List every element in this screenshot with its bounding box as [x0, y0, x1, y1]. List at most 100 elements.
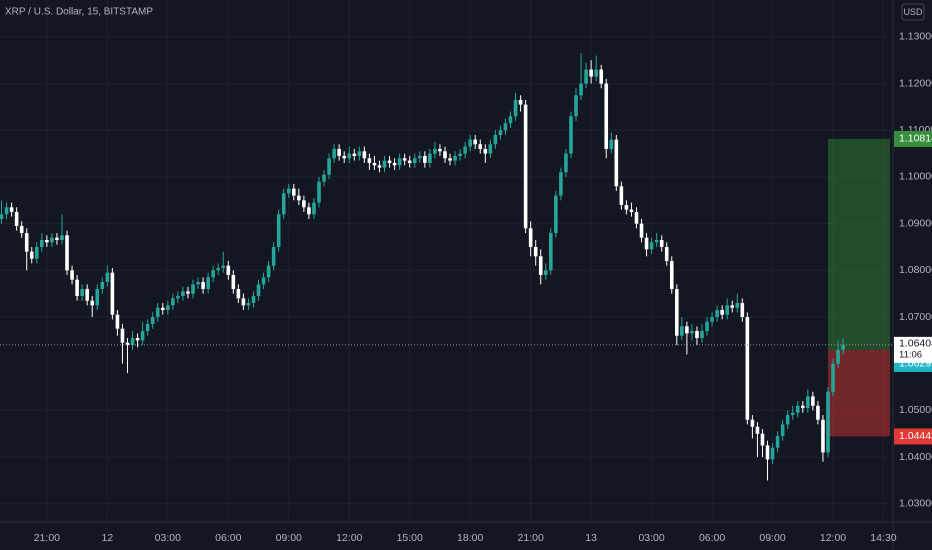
- candle-body: [599, 69, 604, 84]
- candle-body: [624, 204, 629, 210]
- candle-body: [367, 158, 372, 163]
- candle-body: [448, 158, 452, 161]
- candle-body: [397, 158, 402, 166]
- candle-body: [60, 235, 64, 240]
- candle-body: [191, 284, 195, 294]
- candle-body: [4, 207, 9, 215]
- candle-body: [297, 195, 301, 201]
- candle-body: [423, 155, 427, 163]
- candle-body: [745, 317, 750, 420]
- candle-body: [34, 246, 39, 259]
- candle-body: [549, 232, 553, 271]
- candle-body: [261, 277, 266, 285]
- candle-body: [342, 155, 346, 159]
- candle-body: [402, 158, 407, 161]
- candle-body: [105, 272, 110, 283]
- candle-body: [720, 310, 724, 315]
- candle-body: [755, 426, 760, 434]
- candle-body: [574, 95, 578, 117]
- candle-body: [765, 445, 770, 460]
- candle-body: [634, 211, 639, 224]
- candle-body: [438, 148, 442, 152]
- candle-body: [523, 104, 528, 229]
- candle-body: [171, 298, 175, 306]
- candle-body: [710, 317, 714, 322]
- candle-body: [559, 172, 563, 196]
- candle-body: [690, 331, 694, 334]
- candle-body: [826, 391, 830, 453]
- candle-body: [382, 160, 387, 168]
- candle-body: [669, 261, 674, 290]
- candle-body: [241, 298, 246, 306]
- candle-body: [775, 436, 780, 448]
- candle-body: [211, 270, 215, 278]
- target-tag: [894, 130, 932, 147]
- candle-body: [428, 153, 432, 163]
- candle-body: [463, 146, 467, 154]
- candle-body: [276, 214, 281, 247]
- candle-body: [493, 134, 498, 145]
- candle-body: [841, 345, 845, 350]
- candle-body: [790, 412, 795, 416]
- candle-body: [800, 405, 805, 409]
- y-tick-label: 1.08000: [899, 264, 932, 276]
- candle-body: [226, 265, 231, 276]
- candle-body: [115, 314, 120, 329]
- currency-box[interactable]: [901, 3, 925, 21]
- candle-body: [629, 209, 634, 212]
- candle-body: [327, 158, 331, 175]
- candle-body: [181, 291, 185, 297]
- x-tick-label: 18:00: [457, 532, 483, 544]
- candle-body: [518, 99, 523, 105]
- candle-body: [155, 307, 160, 318]
- candle-body: [125, 342, 130, 346]
- candle-body: [372, 162, 377, 166]
- candle-body: [675, 289, 679, 336]
- y-tick-label: 1.04000: [899, 451, 932, 463]
- candle-body: [100, 282, 105, 290]
- candle-body: [740, 303, 745, 318]
- candle-body: [730, 305, 735, 308]
- candle-body: [246, 303, 251, 306]
- candle-body: [40, 239, 44, 247]
- candle-body: [453, 155, 457, 161]
- candle-body: [795, 405, 800, 413]
- candle-body: [150, 317, 155, 325]
- candle-body: [201, 282, 205, 290]
- candle-body: [70, 270, 74, 280]
- candle-body: [806, 396, 810, 409]
- candle-body: [65, 235, 69, 271]
- candle-body: [0, 214, 4, 219]
- candle-body: [29, 251, 34, 259]
- candle-body: [221, 265, 226, 269]
- candle-body: [644, 237, 649, 250]
- candle-body: [503, 123, 508, 131]
- candle-body: [725, 305, 730, 315]
- candle-body: [206, 277, 210, 290]
- candle-body: [569, 116, 573, 154]
- candle-body: [317, 181, 321, 203]
- candle-body: [533, 246, 538, 257]
- candle-body: [554, 195, 558, 233]
- x-tick-label: 06:00: [215, 532, 241, 544]
- candle-body: [120, 328, 125, 343]
- candle-body: [377, 165, 382, 168]
- y-tick-label: 1.12000: [899, 77, 932, 89]
- profit-zone: [827, 138, 890, 350]
- stop-label: 1.04443: [899, 430, 932, 442]
- candle-body: [513, 99, 518, 117]
- candle-body: [412, 158, 417, 163]
- candle-body: [680, 326, 684, 336]
- candle-body: [332, 148, 336, 159]
- candle-body: [176, 296, 180, 299]
- candle-body: [538, 256, 543, 276]
- candle-body: [821, 419, 825, 453]
- candle-body: [735, 303, 740, 308]
- x-tick-label: 06:00: [699, 532, 725, 544]
- candle-body: [654, 239, 659, 243]
- candle-body: [50, 237, 54, 243]
- candle-body: [14, 211, 19, 226]
- y-tick-label: 1.13000: [899, 31, 932, 43]
